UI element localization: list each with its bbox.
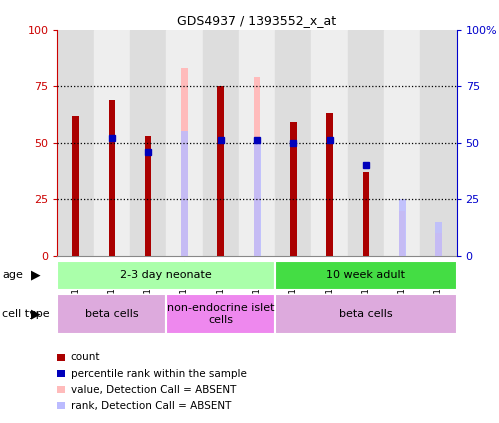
Bar bbox=[72, 115, 79, 256]
Bar bbox=[348, 30, 384, 256]
Bar bbox=[218, 143, 224, 256]
Title: GDS4937 / 1393552_x_at: GDS4937 / 1393552_x_at bbox=[178, 14, 336, 27]
Bar bbox=[203, 30, 239, 256]
Text: age: age bbox=[2, 270, 23, 280]
Text: beta cells: beta cells bbox=[339, 309, 393, 319]
Bar bbox=[166, 294, 275, 334]
Bar bbox=[239, 30, 275, 256]
Text: rank, Detection Call = ABSENT: rank, Detection Call = ABSENT bbox=[71, 401, 231, 411]
Text: 10 week adult: 10 week adult bbox=[326, 270, 405, 280]
Bar bbox=[435, 233, 442, 256]
Bar bbox=[290, 122, 296, 256]
Bar bbox=[275, 30, 311, 256]
Bar bbox=[182, 132, 188, 256]
Bar bbox=[72, 115, 79, 256]
Bar bbox=[363, 172, 369, 256]
Text: ▶: ▶ bbox=[31, 269, 40, 282]
Bar bbox=[109, 100, 115, 256]
Bar bbox=[384, 30, 420, 256]
Bar bbox=[275, 261, 457, 290]
Text: value, Detection Call = ABSENT: value, Detection Call = ABSENT bbox=[71, 385, 236, 395]
Bar bbox=[166, 30, 203, 256]
Text: beta cells: beta cells bbox=[85, 309, 139, 319]
Bar bbox=[326, 113, 333, 256]
Bar bbox=[218, 86, 224, 256]
Bar bbox=[420, 30, 457, 256]
Bar bbox=[145, 136, 151, 256]
Bar bbox=[254, 143, 260, 256]
Bar bbox=[57, 261, 275, 290]
Bar bbox=[94, 30, 130, 256]
Bar bbox=[57, 294, 166, 334]
Text: percentile rank within the sample: percentile rank within the sample bbox=[71, 368, 247, 379]
Bar bbox=[275, 294, 457, 334]
Bar bbox=[436, 222, 442, 256]
Text: 2-3 day neonate: 2-3 day neonate bbox=[120, 270, 212, 280]
Bar bbox=[130, 30, 166, 256]
Bar bbox=[311, 30, 348, 256]
Bar bbox=[72, 143, 79, 256]
Text: count: count bbox=[71, 352, 100, 363]
Bar bbox=[399, 199, 406, 256]
Text: ▶: ▶ bbox=[31, 308, 40, 321]
Bar bbox=[399, 211, 405, 256]
Bar bbox=[57, 30, 94, 256]
Text: non-endocrine islet
cells: non-endocrine islet cells bbox=[167, 303, 274, 325]
Bar bbox=[181, 68, 188, 256]
Bar bbox=[253, 77, 260, 256]
Text: cell type: cell type bbox=[2, 309, 50, 319]
